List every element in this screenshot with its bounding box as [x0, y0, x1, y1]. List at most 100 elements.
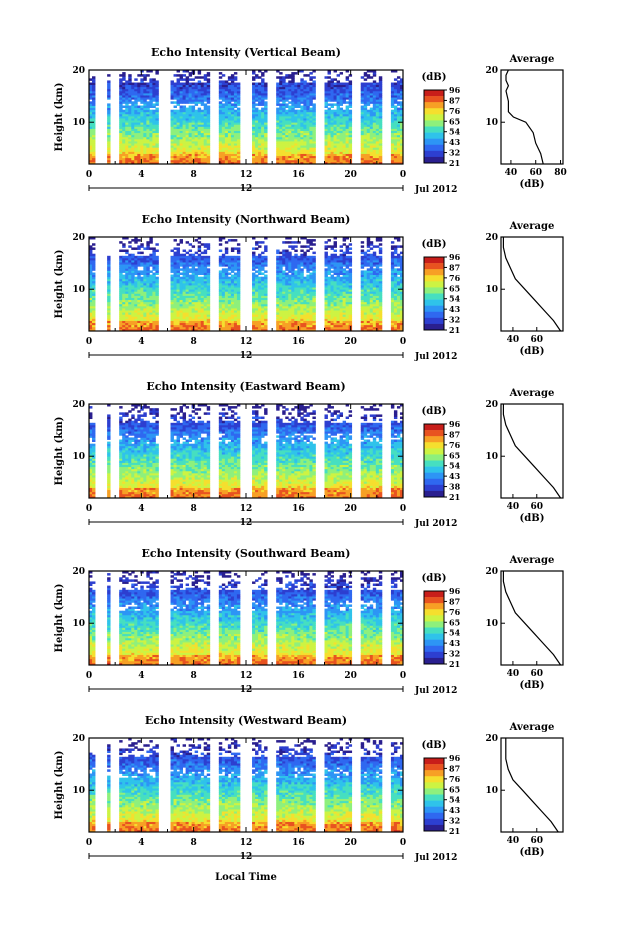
heatmap-cell — [258, 82, 262, 86]
heatmap-cell — [179, 124, 183, 127]
heatmap-cell — [288, 245, 292, 248]
heatmap-cell — [173, 161, 177, 165]
heatmap-cell — [294, 245, 298, 248]
heatmap-cell — [140, 122, 144, 125]
heatmap-cell — [149, 82, 153, 86]
heatmap-cell — [185, 90, 190, 94]
heatmap-cell — [218, 76, 223, 79]
heatmap-cell — [309, 72, 313, 75]
heatmap-cell — [131, 97, 135, 100]
heatmap-cell — [92, 128, 96, 131]
heatmap-cell — [366, 109, 371, 113]
heatmap-cell — [182, 159, 187, 163]
heatmap-cell — [255, 82, 259, 86]
heatmap-cell — [122, 159, 126, 163]
heatmap-cell — [125, 149, 129, 152]
heatmap-cell — [122, 255, 126, 259]
heatmap-cell — [143, 92, 147, 96]
heatmap-cell — [176, 161, 180, 165]
heatmap-cell — [119, 126, 123, 129]
heatmap-cell — [185, 122, 190, 125]
heatmap-cell — [122, 145, 126, 148]
heatmap-cell — [185, 147, 190, 150]
heatmap-cell — [128, 155, 132, 159]
heatmap-cell — [191, 78, 196, 81]
heatmap-cell — [128, 113, 132, 117]
heatmap-cell — [140, 159, 144, 163]
heatmap-cell — [152, 113, 156, 117]
heatmap-cell — [185, 241, 190, 244]
heatmap-cell — [152, 159, 156, 163]
heatmap-cell — [152, 134, 156, 138]
heatmap-cell — [155, 145, 159, 148]
heatmap-cell — [134, 103, 138, 106]
heatmap-cell — [146, 255, 150, 259]
heatmap-cell — [89, 103, 93, 106]
heatmap-cell — [188, 90, 193, 94]
heatmap-cell — [221, 253, 226, 257]
heatmap-cell — [128, 111, 132, 115]
heatmap-cell — [306, 74, 310, 77]
heatmap-cell — [176, 132, 180, 136]
heatmap-cell — [188, 109, 193, 113]
heatmap-cell — [179, 84, 183, 88]
heatmap-cell — [155, 72, 159, 75]
heatmap-cell — [146, 155, 150, 159]
heatmap-cell — [137, 86, 141, 90]
heatmap-cell — [170, 161, 174, 165]
heatmap-cell — [369, 76, 374, 79]
heatmap-cell — [122, 109, 126, 113]
heatmap-cell — [89, 159, 93, 163]
heatmap-cell — [173, 95, 177, 98]
heatmap-cell — [218, 255, 223, 259]
heatmap-cell — [170, 274, 174, 278]
heatmap-cell — [194, 82, 199, 86]
colorbar-tick-label: 54 — [449, 127, 461, 137]
heatmap-cell — [134, 153, 138, 157]
heatmap-cell — [173, 82, 177, 86]
heatmap-cell — [146, 111, 150, 115]
heatmap-cell — [173, 122, 177, 125]
heatmap-cell — [152, 155, 156, 159]
heatmap-cell — [291, 245, 295, 248]
heatmap-cell — [194, 109, 199, 113]
heatmap-cell — [122, 115, 126, 119]
heatmap-cell — [146, 107, 150, 111]
heatmap-cell — [197, 80, 202, 83]
heatmap-cell — [185, 138, 190, 142]
heatmap-cell — [176, 128, 180, 131]
heatmap-cell — [122, 72, 126, 75]
heatmap-cell — [227, 255, 232, 259]
heatmap-cell — [185, 251, 190, 255]
heatmap-cell — [170, 134, 174, 138]
heatmap-cell — [119, 118, 123, 121]
heatmap-cell — [143, 111, 147, 115]
heatmap-cell — [152, 105, 156, 108]
heatmap-cell — [131, 147, 135, 150]
heatmap-cell — [170, 113, 174, 117]
heatmap-cell — [152, 151, 156, 154]
heatmap-cell — [261, 78, 265, 81]
heatmap-cell — [336, 74, 340, 77]
profile-x-tick-label: 40 — [505, 168, 518, 178]
heatmap-cell — [396, 101, 401, 104]
heatmap-cell — [107, 118, 111, 121]
heatmap-cell — [149, 95, 153, 98]
heatmap-cell — [288, 74, 292, 77]
heatmap-cell — [185, 255, 190, 259]
heatmap-cell — [146, 82, 150, 86]
heatmap-cell — [152, 78, 156, 81]
heatmap-cell — [258, 109, 262, 113]
heatmap-cell — [188, 74, 193, 77]
heatmap-cell — [122, 88, 126, 92]
heatmap-cell — [92, 149, 96, 152]
heatmap-cell — [119, 145, 123, 148]
heatmap-cell — [149, 130, 153, 134]
profile-frame — [500, 69, 564, 165]
heatmap-cell — [131, 105, 135, 108]
heatmap-cell — [125, 99, 129, 102]
heatmap-cell — [134, 124, 138, 127]
heatmap-cell — [221, 268, 226, 271]
heatmap-cell — [146, 159, 150, 163]
heatmap-cell — [188, 159, 193, 163]
